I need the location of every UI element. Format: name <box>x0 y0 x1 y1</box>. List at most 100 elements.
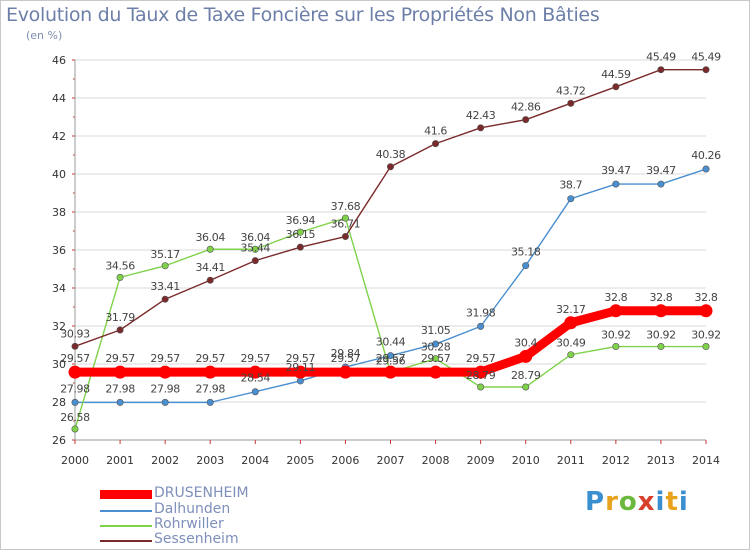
y-tick-label-38: 38 <box>52 206 66 219</box>
data-label-drusenheim-2004: 29.57 <box>241 352 271 365</box>
x-tick-label-2009: 2009 <box>467 454 495 467</box>
point-sessenheim-2013 <box>657 66 665 74</box>
data-label-dalhunden-2001: 27.98 <box>105 382 135 395</box>
y-tick-label-40: 40 <box>52 168 66 181</box>
y-tick-label-32: 32 <box>52 320 66 333</box>
data-label-rohrwiller-2011: 30.49 <box>556 337 586 350</box>
point-rohrwiller-2014 <box>702 343 710 351</box>
point-dalhunden-2003 <box>206 398 214 406</box>
data-label-dalhunden-2000: 27.98 <box>60 382 90 395</box>
data-label-sessenheim-2001: 31.79 <box>105 311 135 324</box>
data-label-drusenheim-2005: 29.57 <box>286 352 316 365</box>
point-rohrwiller-2006 <box>341 214 349 222</box>
chart-title: Evolution du Taux de Taxe Foncière sur l… <box>6 4 600 26</box>
x-tick-label-2002: 2002 <box>151 454 179 467</box>
data-label-drusenheim-2009: 29.57 <box>466 352 496 365</box>
point-drusenheim-2007 <box>384 365 397 379</box>
data-label-rohrwiller-2003: 36.04 <box>195 231 225 244</box>
x-tick-label-2013: 2013 <box>647 454 675 467</box>
point-drusenheim-2003 <box>203 365 217 379</box>
data-label-sessenheim-2003: 34.41 <box>195 261 225 274</box>
data-label-rohrwiller-2010: 28.79 <box>511 369 541 382</box>
point-dalhunden-2008 <box>432 340 440 348</box>
x-tick-label-2014: 2014 <box>692 454 720 467</box>
data-label-sessenheim-2012: 44.59 <box>601 68 631 81</box>
point-sessenheim-2014 <box>702 66 710 74</box>
proxiti-logo: Proxiti <box>585 487 689 517</box>
point-rohrwiller-2010 <box>522 383 530 391</box>
data-label-rohrwiller-2007: 29.56 <box>376 354 406 367</box>
data-label-drusenheim-2007: 29.57 <box>376 352 406 365</box>
point-rohrwiller-2005 <box>296 228 304 236</box>
data-label-rohrwiller-2014: 30.92 <box>691 329 721 342</box>
y-tick-label-28: 28 <box>52 396 66 409</box>
point-rohrwiller-2011 <box>567 351 575 359</box>
data-label-rohrwiller-2000: 26.58 <box>60 411 90 424</box>
data-label-sessenheim-2010: 42.86 <box>511 101 541 114</box>
data-label-rohrwiller-2002: 35.17 <box>150 248 180 261</box>
point-drusenheim-2013 <box>654 304 668 318</box>
point-rohrwiller-2001 <box>116 273 124 281</box>
unit-label: (en %) <box>26 29 63 42</box>
point-drusenheim-2001 <box>113 365 127 379</box>
data-label-rohrwiller-2006: 37.68 <box>331 200 361 213</box>
point-dalhunden-2007 <box>386 352 394 360</box>
data-label-dalhunden-2004: 28.54 <box>241 372 271 385</box>
point-rohrwiller-2000 <box>71 425 79 433</box>
data-label-sessenheim-2007: 40.38 <box>376 148 406 161</box>
point-drusenheim-2014 <box>699 304 713 318</box>
point-drusenheim-2008 <box>429 365 443 379</box>
point-sessenheim-2004 <box>251 257 259 265</box>
data-label-sessenheim-2000: 30.93 <box>60 327 90 340</box>
y-tick-label-30: 30 <box>52 358 66 371</box>
x-tick-label-2005: 2005 <box>286 454 314 467</box>
data-label-sessenheim-2011: 43.72 <box>556 84 586 97</box>
x-tick-label-2008: 2008 <box>422 454 450 467</box>
point-drusenheim-2011 <box>564 316 578 330</box>
data-label-dalhunden-2012: 39.47 <box>601 164 631 177</box>
data-label-sessenheim-2009: 42.43 <box>466 109 496 122</box>
point-rohrwiller-2008 <box>432 355 440 363</box>
label-layer: 27.98 27.98 27.98 27.9828.5429.1129.8430.44… <box>60 51 721 424</box>
x-tick-label-2003: 2003 <box>196 454 224 467</box>
data-label-dalhunden-2007: 30.44 <box>376 336 406 349</box>
data-label-sessenheim-2004: 35.44 <box>241 242 271 255</box>
x-tick-label-2006: 2006 <box>331 454 359 467</box>
x-tick-label-2012: 2012 <box>602 454 630 467</box>
point-drusenheim-2009 <box>474 365 488 379</box>
data-label-drusenheim-2008: 29.57 <box>421 352 451 365</box>
legend-swatch-rohrwiller <box>100 525 152 527</box>
data-label-dalhunden-2011: 38.7 <box>559 179 582 192</box>
x-tick-label-2000: 2000 <box>61 454 89 467</box>
data-label-rohrwiller-2004: 36.04 <box>241 231 271 244</box>
y-tick-label-26: 26 <box>52 434 66 447</box>
point-sessenheim-2011 <box>567 99 575 107</box>
y-tick-label-46: 46 <box>52 54 66 67</box>
data-label-dalhunden-2002: 27.98 <box>150 382 180 395</box>
y-tick-label-34: 34 <box>52 282 66 295</box>
data-label-dalhunden-2006: 29.84 <box>331 347 361 360</box>
point-drusenheim-2004 <box>248 365 262 379</box>
point-drusenheim-2010 <box>519 349 533 363</box>
data-label-drusenheim-2012: 32.8 <box>604 291 627 304</box>
data-label-sessenheim-2005: 36.15 <box>286 228 316 241</box>
data-label-sessenheim-2008: 41.6 <box>424 125 447 138</box>
point-sessenheim-2009 <box>477 124 485 132</box>
data-label-dalhunden-2010: 35.18 <box>511 246 541 259</box>
point-sessenheim-2005 <box>296 243 304 251</box>
legend-swatch-drusenheim <box>100 490 152 499</box>
data-label-drusenheim-2010: 30.4 <box>514 336 537 349</box>
x-tick-label-2010: 2010 <box>512 454 540 467</box>
grid-layer <box>75 59 706 441</box>
x-tick-label-2001: 2001 <box>106 454 134 467</box>
data-label-dalhunden-2009: 31.98 <box>466 306 496 319</box>
point-dalhunden-2001 <box>116 398 124 406</box>
point-dalhunden-2014 <box>702 165 710 173</box>
data-label-rohrwiller-2008: 30.28 <box>421 341 451 354</box>
point-rohrwiller-2002 <box>161 262 169 270</box>
point-sessenheim-2003 <box>206 276 214 284</box>
data-label-rohrwiller-2009: 28.79 <box>466 369 496 382</box>
data-label-sessenheim-2006: 36.71 <box>331 218 361 231</box>
data-label-rohrwiller-2005: 36.94 <box>286 214 316 227</box>
data-label-sessenheim-2014: 45.49 <box>691 51 721 64</box>
